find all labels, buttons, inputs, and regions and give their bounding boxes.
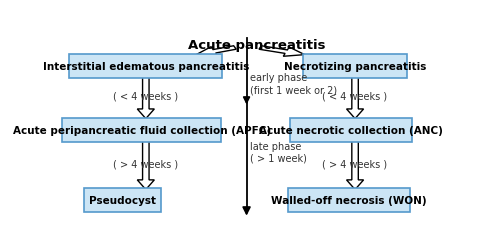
FancyBboxPatch shape	[70, 54, 222, 78]
FancyBboxPatch shape	[290, 118, 412, 142]
Text: early phase
(first 1 week or 2): early phase (first 1 week or 2)	[250, 73, 338, 95]
Polygon shape	[138, 141, 154, 190]
Text: ( > 4 weeks ): ( > 4 weeks )	[113, 159, 178, 169]
FancyBboxPatch shape	[62, 118, 222, 142]
Polygon shape	[138, 78, 154, 119]
Polygon shape	[346, 141, 364, 190]
FancyBboxPatch shape	[84, 188, 162, 212]
Text: Acute peripancreatic fluid collection (APFC): Acute peripancreatic fluid collection (A…	[13, 125, 271, 135]
FancyBboxPatch shape	[303, 54, 408, 78]
Text: Acute necrotic collection (ANC): Acute necrotic collection (ANC)	[259, 125, 443, 135]
Text: Acute pancreatitis: Acute pancreatitis	[188, 39, 325, 52]
Text: Interstitial edematous pancreatitis: Interstitial edematous pancreatitis	[42, 62, 249, 72]
Text: late phase
( > 1 week): late phase ( > 1 week)	[250, 142, 308, 163]
FancyBboxPatch shape	[288, 188, 410, 212]
Text: ( < 4 weeks ): ( < 4 weeks )	[113, 92, 178, 102]
Text: Necrotizing pancreatitis: Necrotizing pancreatitis	[284, 62, 426, 72]
Text: Walled-off necrosis (WON): Walled-off necrosis (WON)	[272, 196, 427, 205]
Text: Pseudocyst: Pseudocyst	[89, 196, 156, 205]
Polygon shape	[259, 46, 304, 57]
Polygon shape	[346, 78, 364, 119]
Polygon shape	[196, 46, 236, 56]
Text: ( > 4 weeks ): ( > 4 weeks )	[322, 159, 388, 169]
Text: ( < 4 weeks ): ( < 4 weeks )	[322, 92, 388, 102]
